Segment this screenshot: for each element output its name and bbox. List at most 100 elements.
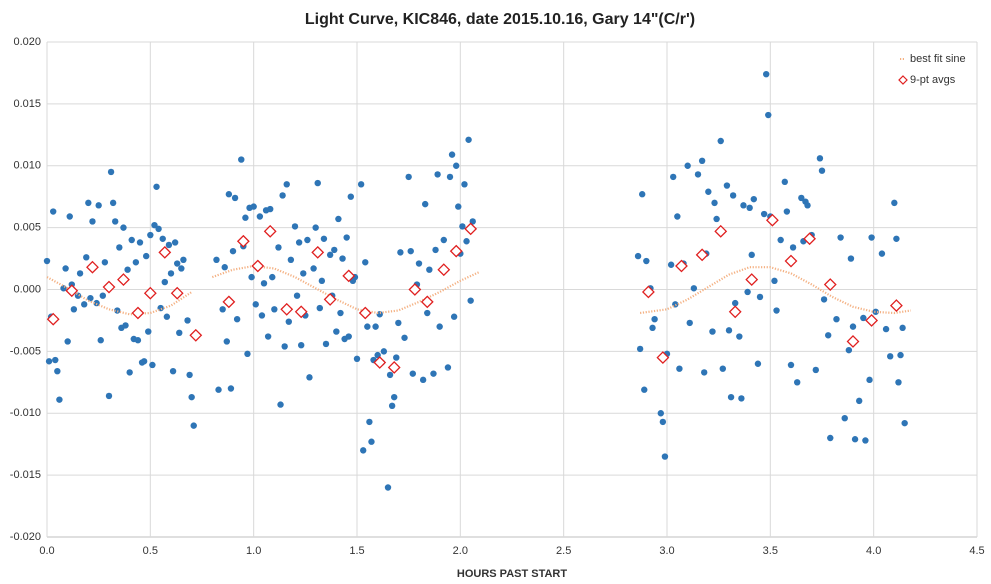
data-point	[463, 238, 470, 245]
data-point	[634, 252, 642, 260]
avg-point	[342, 269, 356, 283]
data-point	[331, 246, 338, 254]
data-point	[740, 202, 747, 209]
data-point	[670, 173, 677, 181]
data-point	[882, 325, 890, 333]
avg-point	[358, 306, 372, 320]
data-point	[409, 370, 416, 377]
data-point	[405, 173, 412, 181]
data-point	[221, 264, 228, 271]
data-point	[711, 199, 718, 207]
data-point	[467, 297, 474, 304]
data-point	[401, 334, 408, 341]
data-point	[698, 157, 706, 164]
data-point	[657, 410, 664, 417]
data-point	[357, 181, 365, 188]
avg-point	[464, 222, 478, 236]
avg-point	[323, 292, 337, 306]
data-point	[393, 354, 400, 361]
data-point	[825, 332, 832, 339]
data-point	[238, 156, 245, 163]
avg-point	[189, 328, 203, 342]
y-tick-label: 0.010	[13, 160, 41, 172]
data-point	[163, 313, 171, 320]
data-point	[258, 312, 266, 319]
data-point	[453, 162, 460, 169]
avg-point	[251, 259, 265, 273]
avg-point	[236, 234, 250, 248]
avg-point	[280, 302, 294, 316]
legend-swatch	[898, 75, 908, 85]
data-point	[316, 304, 323, 312]
avg-point	[46, 312, 60, 326]
data-point	[661, 453, 669, 460]
data-point	[771, 277, 778, 285]
data-point	[242, 214, 249, 221]
x-tick-label: 1.5	[349, 545, 364, 557]
data-point	[62, 265, 69, 272]
data-point	[732, 299, 739, 307]
data-point	[161, 278, 168, 286]
data-point	[649, 324, 656, 332]
data-point	[149, 361, 156, 369]
data-point	[827, 434, 834, 442]
data-point	[686, 319, 693, 327]
data-point	[723, 182, 731, 189]
data-point	[899, 324, 906, 332]
data-point	[176, 329, 183, 337]
data-point	[136, 239, 144, 246]
data-point	[66, 213, 73, 220]
data-point	[213, 256, 220, 263]
data-point	[112, 218, 119, 225]
data-point	[777, 236, 784, 244]
data-point	[295, 239, 303, 246]
data-point	[794, 379, 801, 386]
data-point	[345, 333, 352, 340]
data-point	[275, 244, 282, 251]
data-point	[333, 328, 340, 335]
avg-point	[86, 260, 99, 274]
data-point	[277, 401, 284, 408]
data-point	[748, 251, 755, 259]
data-point	[252, 301, 259, 308]
data-point	[306, 374, 313, 381]
data-point	[760, 210, 768, 218]
data-point	[705, 188, 712, 195]
avg-point	[784, 254, 798, 268]
data-point	[446, 173, 454, 181]
avg-point	[641, 285, 655, 299]
data-point	[337, 309, 344, 317]
chart-title: Light Curve, KIC846, date 2015.10.16, Ga…	[305, 11, 695, 28]
data-point	[636, 345, 644, 353]
data-point	[56, 396, 63, 403]
avg-point	[889, 299, 903, 313]
data-point	[145, 328, 152, 335]
data-point	[151, 221, 158, 229]
data-point	[430, 370, 437, 377]
data-point	[727, 393, 735, 401]
data-point	[124, 266, 131, 273]
data-point	[845, 346, 853, 354]
data-point	[897, 351, 904, 359]
data-point	[719, 365, 726, 372]
x-tick-label: 3.0	[659, 545, 674, 557]
data-point	[279, 192, 286, 199]
data-point	[285, 318, 292, 325]
data-point	[81, 301, 88, 308]
x-tick-label: 2.0	[453, 545, 468, 557]
data-point	[798, 194, 805, 202]
data-point	[322, 340, 330, 348]
avg-point	[846, 335, 860, 348]
data-point	[223, 338, 230, 345]
data-point	[147, 231, 154, 239]
data-point	[641, 386, 648, 393]
y-tick-label: -0.010	[10, 407, 41, 419]
data-point	[736, 333, 743, 340]
fit-line	[46, 264, 912, 316]
data-point	[713, 215, 720, 223]
data-point	[440, 236, 447, 244]
data-point	[746, 204, 753, 212]
x-tick-label: 2.5	[556, 545, 571, 557]
data-point	[783, 208, 791, 215]
avg-point	[408, 283, 422, 296]
